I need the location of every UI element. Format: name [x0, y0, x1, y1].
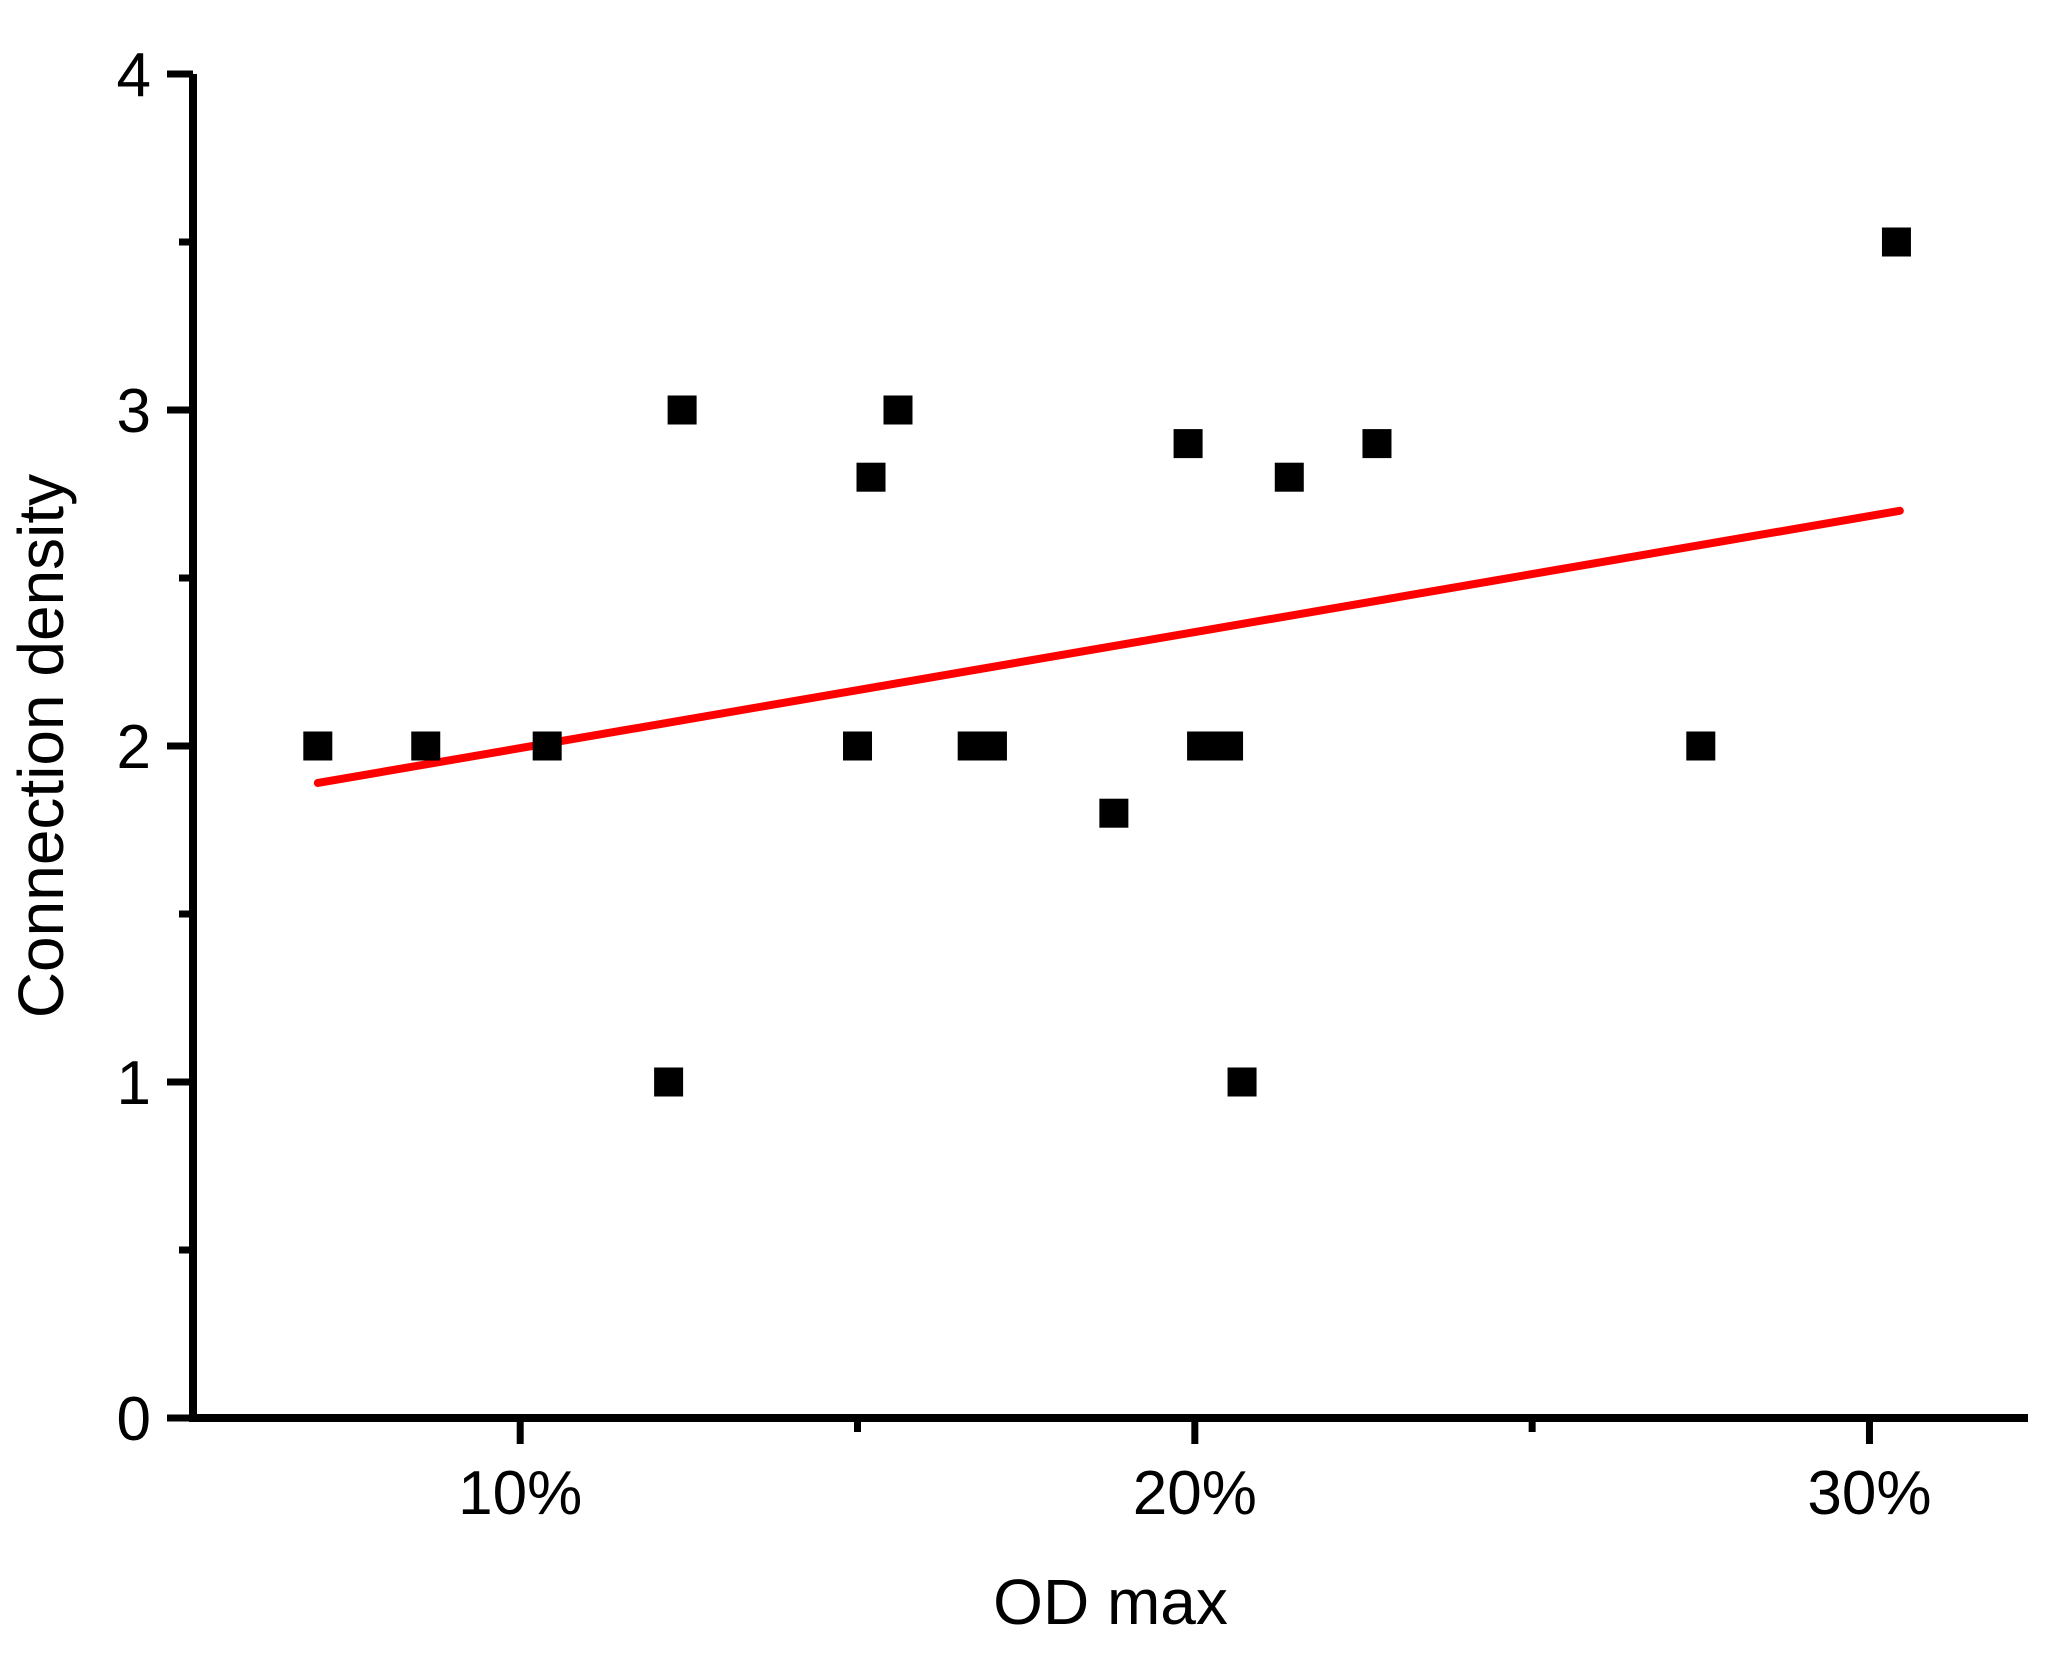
- y-tick-label: 2: [117, 713, 151, 782]
- x-tick-label: 30%: [1807, 1459, 1931, 1528]
- x-tick-label: 10%: [458, 1459, 582, 1528]
- trendline: [313, 506, 1904, 787]
- data-point-square: [1227, 1067, 1257, 1097]
- data-point-square: [411, 731, 441, 761]
- data-point-square: [532, 731, 562, 761]
- data-point-square: [1099, 798, 1129, 828]
- y-axis-title: Connection density: [5, 474, 77, 1018]
- data-point-square: [1686, 731, 1716, 761]
- data-point-square: [1881, 227, 1911, 257]
- x-axis-title: OD max: [993, 1566, 1228, 1638]
- data-point-square: [303, 731, 333, 761]
- data-point-square: [1214, 731, 1244, 761]
- y-tick-label: 1: [117, 1049, 151, 1118]
- data-point-square: [654, 1067, 684, 1097]
- data-point-square: [1173, 429, 1203, 459]
- data-point-square: [1187, 731, 1217, 761]
- x-tick-label: 20%: [1133, 1459, 1257, 1528]
- data-point-square: [843, 731, 873, 761]
- data-point-square: [1362, 429, 1392, 459]
- data-point-square: [667, 395, 697, 425]
- data-point-square: [1274, 462, 1304, 492]
- data-point-square: [883, 395, 913, 425]
- y-tick-label: 4: [117, 41, 151, 110]
- data-point-square: [856, 462, 886, 492]
- y-tick-label: 3: [117, 377, 151, 446]
- y-tick-label: 0: [117, 1385, 151, 1454]
- data-point-square: [977, 731, 1007, 761]
